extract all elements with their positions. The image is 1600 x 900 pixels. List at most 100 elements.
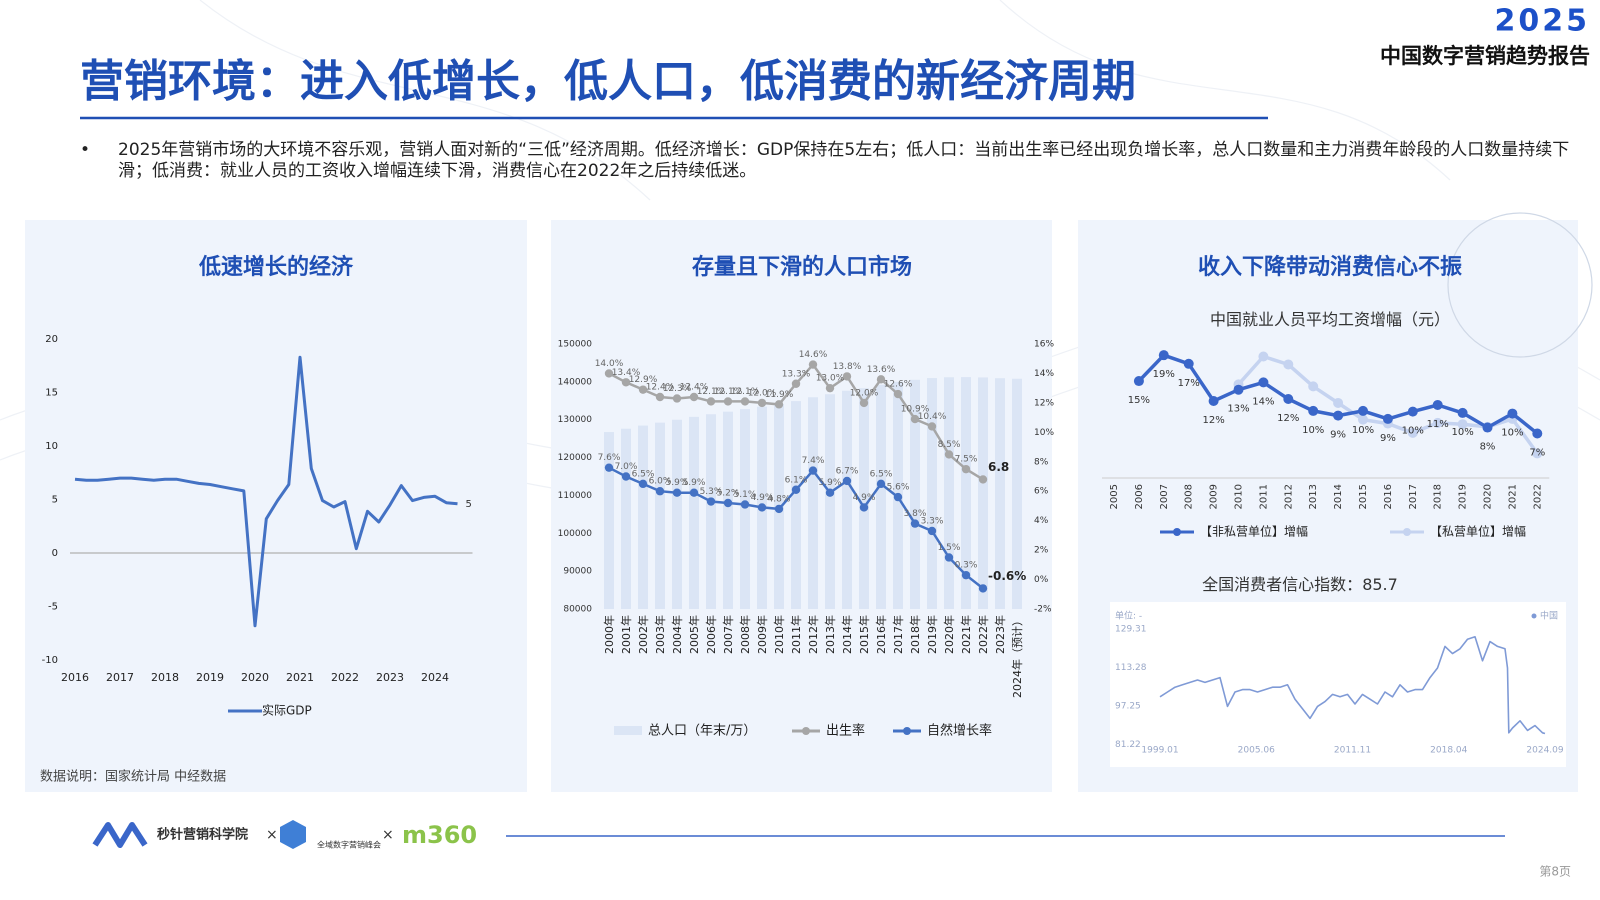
data-label: 13.6% (867, 365, 896, 375)
bar (961, 377, 971, 609)
y-tick-label: 10 (45, 441, 58, 452)
data-label: 12.9% (629, 375, 658, 385)
x-tick-label: 2009 (1209, 484, 1220, 509)
data-label: 4.9% (751, 493, 774, 503)
y2-tick-label: 10% (1034, 428, 1054, 438)
data-point (689, 392, 699, 402)
y-tick-label: 129.31 (1115, 624, 1147, 634)
data-label: 13% (1227, 404, 1249, 415)
y2-tick-label: 0% (1034, 575, 1049, 585)
brand2-logo (280, 820, 306, 849)
deco-curve (999, 0, 1451, 181)
panel (25, 220, 527, 792)
legend-swatch (614, 726, 642, 735)
data-point (893, 389, 903, 399)
data-label: 7.6% (598, 453, 621, 463)
x-tick-label: 2023年 (993, 615, 1007, 654)
data-label: 12.0% (748, 388, 777, 398)
x-tick-label: 2002年 (636, 615, 650, 654)
y2-tick-label: 8% (1034, 457, 1049, 467)
x-tick-label: 2001年 (619, 615, 633, 654)
data-label: 3.8% (904, 509, 927, 519)
x-tick-label: 2003年 (653, 615, 667, 654)
x-tick-label: 2019 (196, 671, 224, 684)
x-tick-label: 2005 (1109, 484, 1120, 509)
data-point (723, 397, 733, 406)
data-label: -0.6% (988, 569, 1026, 583)
deco-circle (1447, 212, 1593, 358)
data-point (1432, 399, 1443, 410)
x-tick-label: 2017年 (891, 615, 905, 654)
data-label: 5.1% (734, 490, 757, 500)
series-line (74, 355, 458, 628)
legend-label: 出生率 (826, 723, 865, 739)
unit-label: 单位: - (1115, 610, 1142, 622)
data-label: 14.0% (595, 359, 624, 369)
x-tick-label: 2009年 (755, 615, 769, 654)
chart: 全国消费者信心指数：85.7 1999.01 2005.06 2011.11 2018.… (1115, 575, 1564, 756)
bar (927, 378, 937, 609)
data-label: 7.4% (802, 456, 825, 466)
x-tick-label: 2024年（预计） (1010, 615, 1024, 698)
data-point (1358, 414, 1368, 425)
data-label: 7.0% (615, 462, 638, 472)
data-point (791, 379, 801, 388)
data-label: 10% (1402, 426, 1424, 437)
x-tick-label: 2021 (286, 671, 314, 684)
data-point (672, 394, 682, 403)
panel-title: 低速增长的经济 (198, 254, 354, 280)
x-tick-label: 1999.01 (1141, 746, 1178, 756)
x-tick-label: 2023 (376, 671, 404, 684)
y-tick-label: 0 (52, 548, 58, 559)
data-point (689, 488, 699, 497)
bar (621, 428, 631, 609)
data-point (927, 422, 937, 431)
legend-marker (1531, 613, 1537, 619)
data-label: 5 (466, 499, 472, 510)
data-label: 12.3% (663, 384, 692, 394)
data-label: 10% (1451, 427, 1473, 438)
data-label: 6.0% (649, 477, 672, 487)
data-point (706, 497, 716, 506)
data-label: 4.8% (768, 494, 791, 504)
data-point (1382, 413, 1393, 424)
y2-tick-label: 14% (1034, 369, 1054, 379)
data-point (961, 570, 971, 580)
x-tick-label: 2011.11 (1334, 746, 1371, 756)
data-label: 12.4% (680, 383, 709, 393)
data-label: 13.8% (833, 362, 862, 372)
data-point (1333, 410, 1344, 421)
data-point (1183, 358, 1194, 369)
data-point (604, 463, 614, 472)
data-point (1333, 397, 1344, 408)
data-point (740, 397, 750, 406)
legend-label: 总人口（年末/万） (648, 724, 756, 739)
legend-label: 中国 (1540, 610, 1558, 622)
title-text: 低速增长的经济 (198, 254, 354, 280)
y-tick-label: 120000 (558, 453, 593, 463)
brand2: 全域数字营销峰会 (317, 840, 381, 850)
x-tick-label: 2017 (106, 671, 134, 684)
x-tick-label: 2016 (1383, 484, 1394, 509)
data-label: 6.5% (632, 469, 655, 479)
panel-title: 存量且下滑的人口市场 (692, 254, 912, 280)
data-point (1158, 350, 1169, 361)
bullet-dot: • (80, 140, 91, 160)
data-point (825, 488, 835, 497)
data-label: 12.4% (646, 383, 675, 393)
data-point (1283, 393, 1294, 404)
data-point (774, 400, 784, 409)
legend-label: 实际GDP (262, 703, 312, 718)
bar (740, 409, 750, 609)
data-point (638, 385, 648, 394)
data-label: 10.9% (901, 405, 930, 415)
x-tick-label: 2004年 (670, 615, 684, 654)
data-point (774, 504, 784, 514)
bar (672, 419, 682, 609)
x-tick-label: 2022年 (976, 615, 990, 654)
data-point (757, 398, 767, 408)
data-point (927, 526, 937, 536)
x-tick-label: 2016年 (874, 615, 888, 654)
embedded-chart-box (1110, 602, 1566, 767)
data-point (655, 487, 665, 496)
